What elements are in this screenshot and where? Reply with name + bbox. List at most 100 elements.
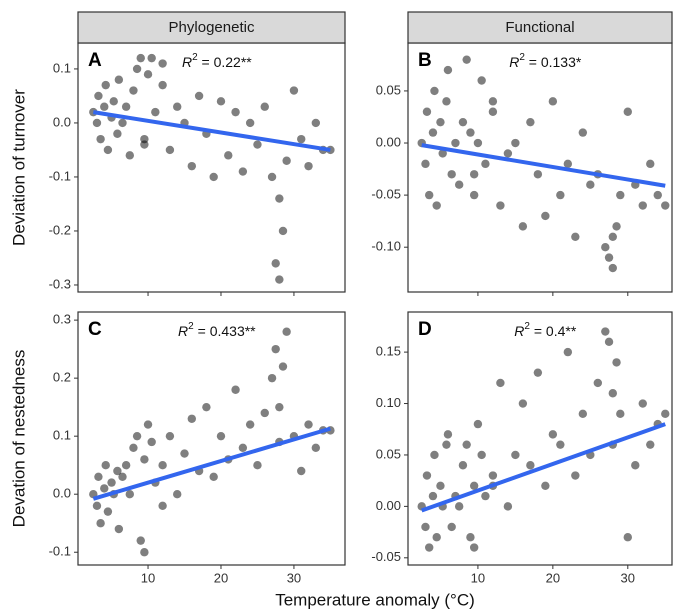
point [612, 358, 621, 367]
point [113, 129, 122, 138]
point [616, 190, 625, 200]
point [593, 378, 603, 388]
point [173, 490, 182, 499]
point [158, 460, 167, 470]
point [438, 149, 447, 158]
point [297, 466, 306, 476]
y-tick-label: 0.1 [53, 428, 71, 443]
point [421, 159, 430, 169]
point [109, 97, 118, 106]
r2-symbol: R [178, 323, 188, 339]
point [469, 543, 479, 552]
point [194, 91, 204, 101]
point [158, 59, 167, 68]
point [107, 478, 116, 487]
point [147, 437, 156, 447]
point [282, 156, 291, 165]
r2-symbol: R [509, 54, 519, 70]
point [187, 161, 197, 171]
point [245, 118, 255, 128]
point [462, 440, 471, 449]
r2-symbol: R [182, 54, 192, 70]
point [469, 481, 479, 491]
point [275, 275, 284, 284]
point [432, 533, 441, 542]
point [608, 232, 618, 241]
point [282, 327, 291, 336]
point [103, 145, 113, 155]
y-tick-label: -0.10 [371, 239, 401, 254]
point [477, 450, 486, 460]
point [121, 460, 131, 470]
point [96, 519, 105, 528]
point [304, 161, 313, 171]
point [129, 86, 138, 95]
r2-power: 2 [524, 321, 530, 332]
point [503, 502, 513, 511]
y-tick-label: 0.05 [376, 446, 401, 461]
point [661, 409, 670, 419]
r2-power: 2 [192, 52, 198, 63]
point [129, 443, 138, 452]
point [180, 449, 189, 458]
x-tick-label: 30 [621, 570, 635, 585]
r2-symbol: R [514, 323, 524, 339]
y-tick-label: 0.10 [376, 395, 401, 410]
point [443, 430, 453, 439]
point [100, 102, 109, 111]
point [556, 440, 565, 449]
point [100, 484, 109, 493]
point [578, 128, 588, 137]
point [260, 408, 269, 418]
y-tick-label: 0.3 [53, 312, 71, 327]
point [304, 420, 313, 429]
point [488, 107, 498, 116]
point [216, 431, 226, 441]
r2-text: = 0.433** [194, 323, 256, 339]
point [143, 420, 153, 429]
point [173, 102, 182, 111]
point [604, 337, 614, 347]
point [428, 491, 438, 501]
point [563, 347, 573, 357]
y-tick-label: -0.3 [49, 276, 71, 291]
panel-letter: C [88, 319, 102, 340]
point [245, 420, 255, 429]
point [425, 543, 434, 552]
point [422, 107, 432, 116]
point [638, 399, 647, 408]
point [224, 151, 233, 160]
point [216, 97, 226, 106]
point [511, 450, 520, 460]
fit-line [421, 143, 666, 188]
point [526, 461, 535, 470]
point [601, 243, 610, 252]
point [147, 53, 156, 63]
point [496, 201, 505, 210]
point [454, 180, 464, 189]
point [311, 118, 321, 128]
point [140, 548, 149, 557]
panel-background [78, 43, 345, 292]
point [638, 201, 647, 210]
point [278, 226, 288, 236]
point [477, 76, 486, 85]
point [422, 471, 432, 480]
point [473, 419, 483, 429]
point [202, 402, 211, 412]
fit-line [93, 110, 331, 152]
y-tick-label: 0.2 [53, 370, 71, 385]
r2-annotation: R2 = 0.22** [182, 52, 252, 70]
point [275, 194, 284, 203]
r2-text: = 0.4** [530, 323, 577, 339]
x-tick-label: 20 [546, 570, 560, 585]
point [586, 180, 595, 189]
point [430, 86, 439, 96]
point [187, 414, 197, 423]
point [253, 460, 262, 470]
point [96, 134, 105, 144]
point [231, 107, 240, 117]
fit-line [421, 422, 666, 513]
point [151, 107, 160, 117]
